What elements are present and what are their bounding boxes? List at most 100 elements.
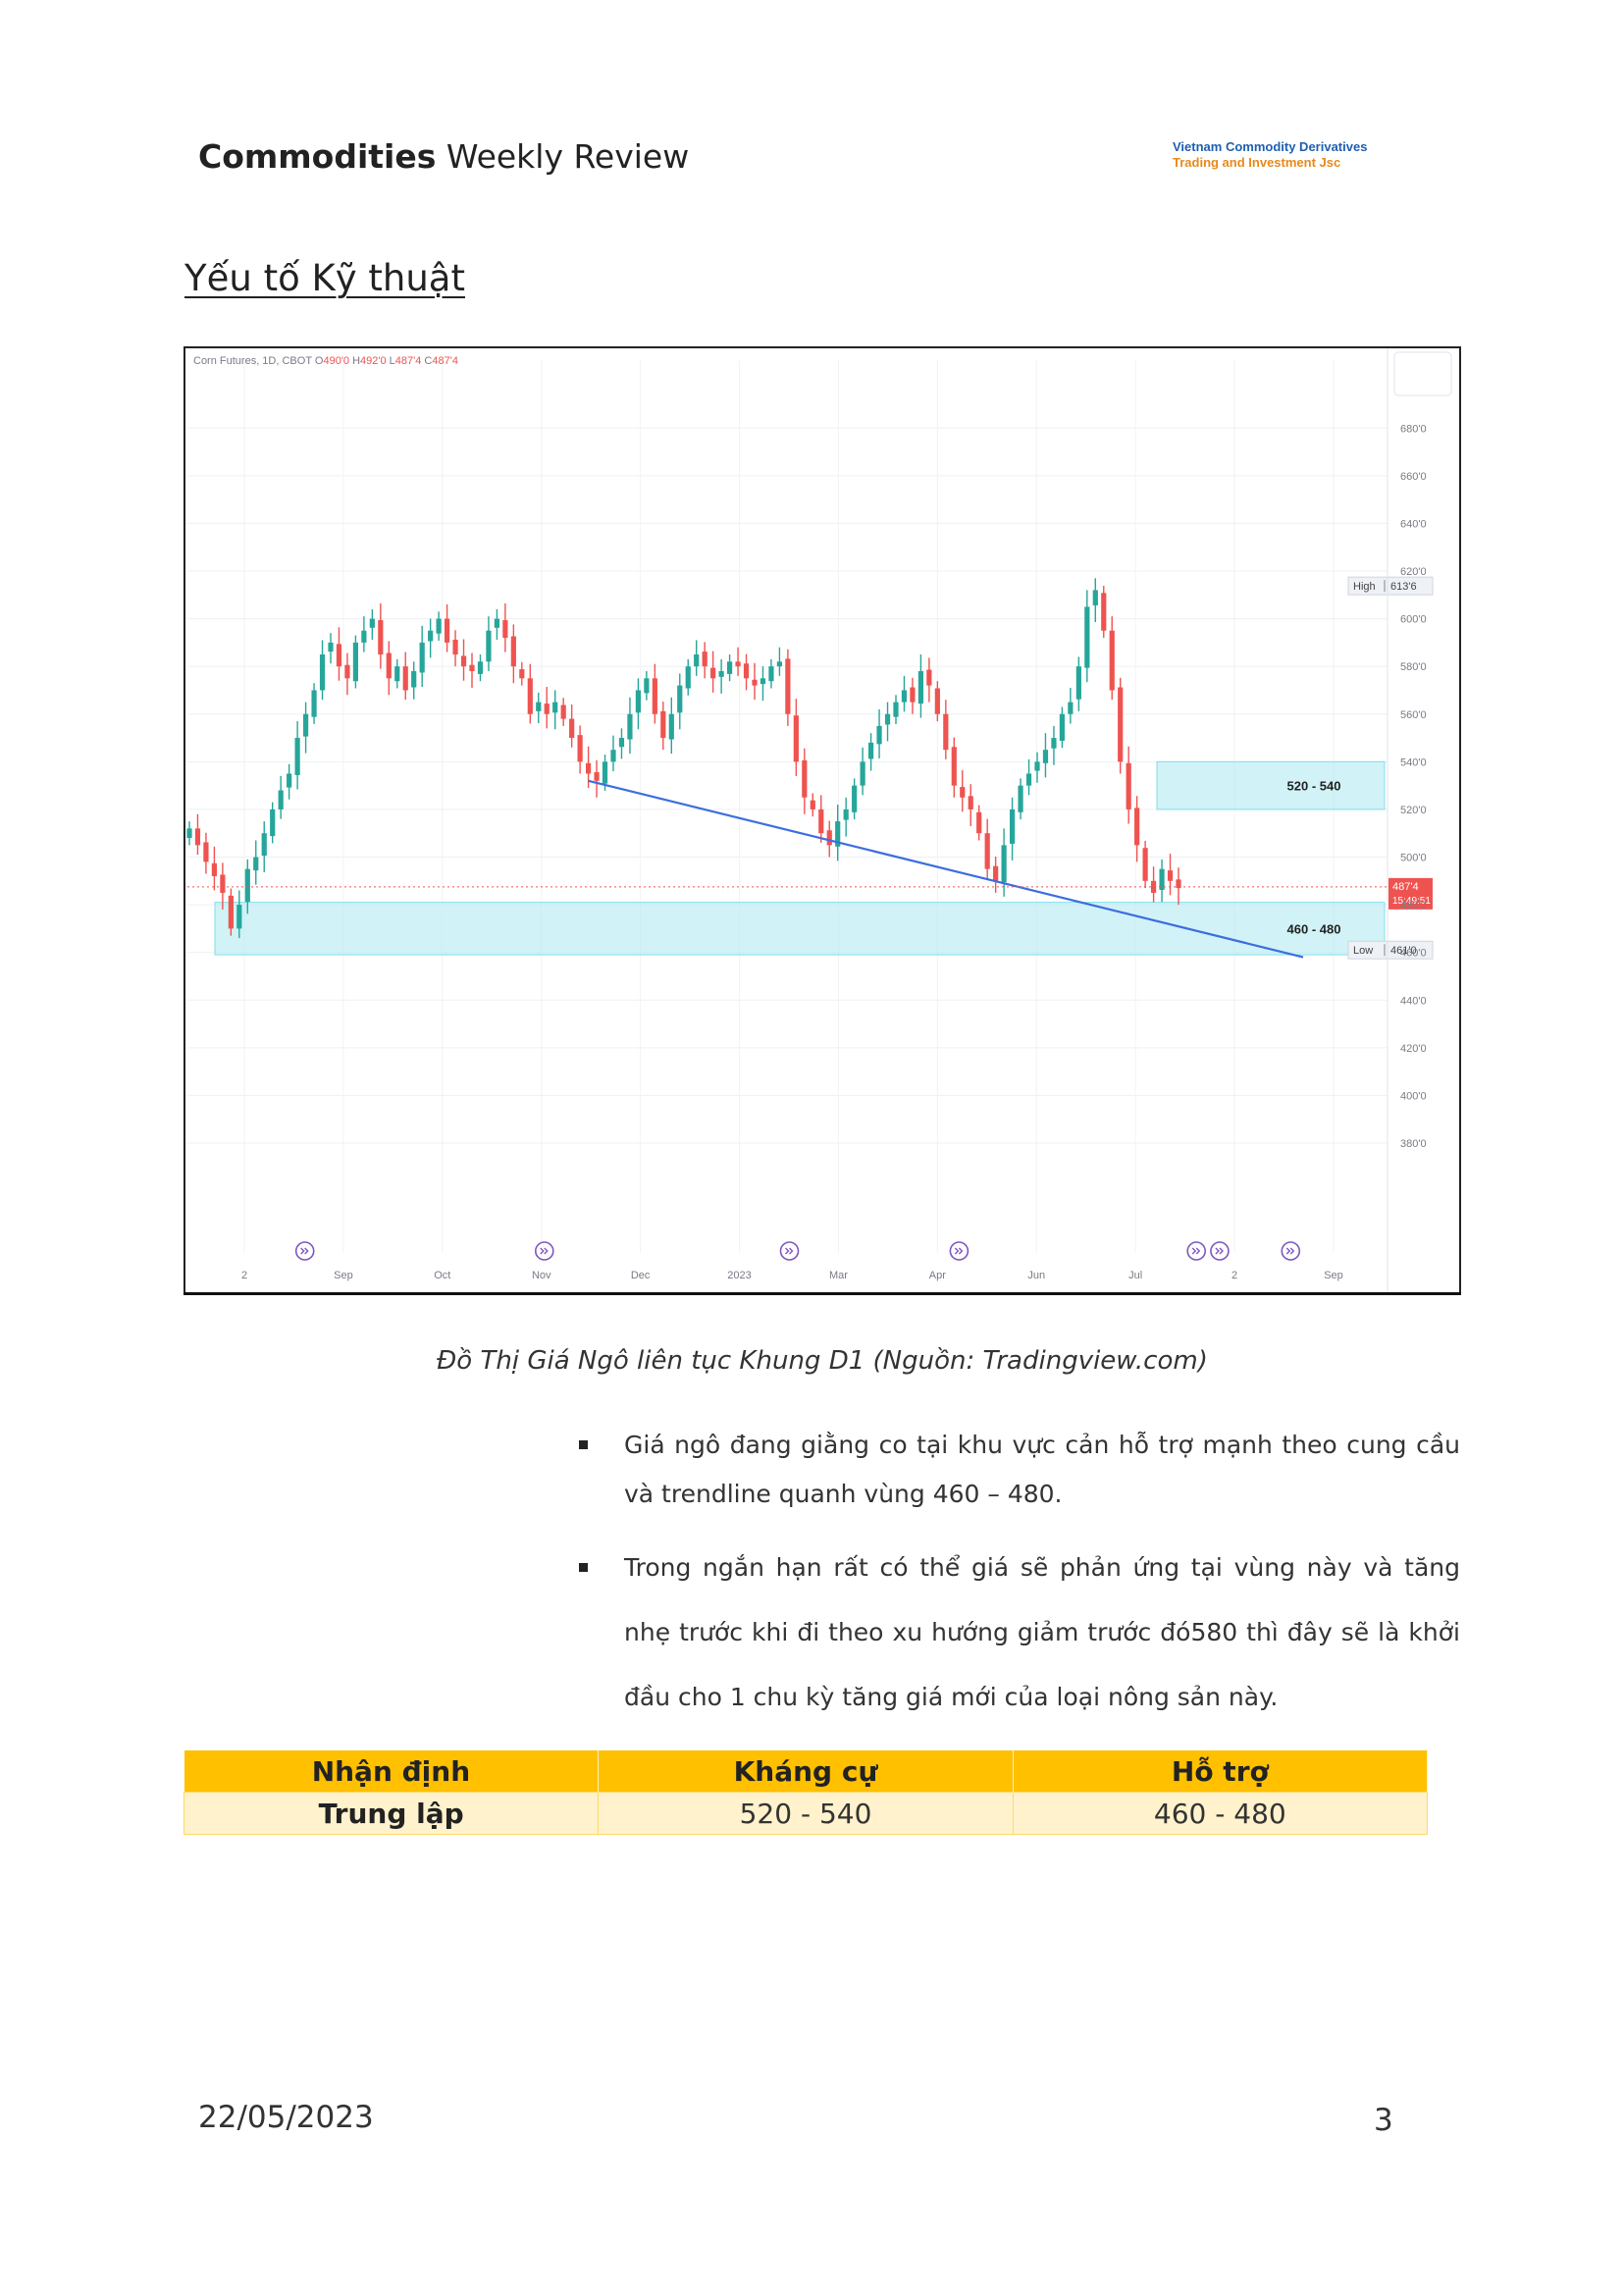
low-marker-box [1347, 940, 1434, 960]
candle-body [1118, 687, 1124, 762]
candle-body [1159, 868, 1165, 891]
candle-body [743, 663, 750, 679]
candle-body [1059, 713, 1066, 741]
candle-body [569, 718, 575, 739]
table-cell-support: 460 - 480 [1012, 1792, 1429, 1835]
candle-body [552, 702, 558, 713]
candle-body [1018, 785, 1023, 812]
candle-body [835, 821, 841, 847]
candle-body [843, 808, 849, 820]
candle-body [968, 796, 973, 809]
candle-body [660, 710, 666, 739]
bullet-text: Trong ngắn hạn rất có thể giá sẽ phản ứn… [624, 1553, 1460, 1711]
x-tick-label: Jun [1027, 1270, 1045, 1281]
zone-bands: 520 - 540 460 - 480 [214, 760, 1386, 956]
zone-band [214, 902, 1386, 956]
candle-body [436, 618, 442, 634]
page-number: 3 [1374, 2103, 1393, 2138]
candle-body [186, 828, 192, 839]
candle-body [960, 787, 966, 798]
candle-body [1075, 666, 1081, 700]
y-tick-label: 560'0 [1400, 709, 1427, 721]
y-tick-label: 680'0 [1400, 423, 1427, 435]
candle-body [527, 678, 533, 714]
event-marker-icon [534, 1241, 554, 1261]
candle-body [1068, 702, 1074, 714]
candles [186, 578, 1181, 939]
candle-body [1101, 593, 1107, 631]
candle-body [494, 618, 500, 628]
y-tick-label: 600'0 [1400, 614, 1427, 626]
candle-body [951, 747, 957, 786]
candle-body [726, 661, 733, 674]
candle-body [776, 661, 783, 667]
company-logo: Vietnam Commodity Derivatives Trading an… [1173, 139, 1367, 171]
candle-body [876, 725, 882, 745]
event-marker-icon [1281, 1241, 1301, 1261]
event-marker-glyph [540, 1247, 549, 1255]
trendline [588, 779, 1304, 959]
bullet-square-icon [579, 1563, 588, 1572]
candle-body [361, 630, 367, 643]
candle-body [943, 713, 949, 751]
candle-body [934, 688, 940, 714]
footer-date: 22/05/2023 [198, 2100, 374, 2135]
candle-body [984, 833, 990, 869]
y-tick-label: 620'0 [1400, 566, 1427, 578]
bullet-text: Giá ngô đang giằng co tại khu vực cản hỗ… [624, 1431, 1460, 1508]
candle-body [560, 704, 566, 719]
candle-body [1167, 870, 1174, 881]
candle-body [294, 738, 300, 775]
candle-body [411, 671, 417, 688]
candle-body [287, 773, 292, 788]
outlook-table: Nhận định Kháng cự Hỗ trợ Trung lập 520 … [183, 1750, 1429, 1835]
candle-body [220, 874, 226, 893]
candle-body [602, 761, 608, 784]
y-tick-label: 540'0 [1400, 756, 1427, 768]
x-tick-label: Dec [631, 1270, 651, 1281]
candle-body [635, 690, 642, 713]
event-marker-glyph [300, 1247, 309, 1255]
candle-body [1042, 750, 1049, 763]
chart-overlay: High 613'6 Low 461'0 487'4 15:49:51 Corn Futur… [187, 351, 1452, 1261]
x-tick-label: Apr [929, 1270, 946, 1281]
y-tick-label: 660'0 [1400, 471, 1427, 483]
candle-body [884, 713, 891, 725]
y-tick-label: 420'0 [1400, 1043, 1427, 1055]
candle-body [860, 761, 865, 786]
candle-body [867, 742, 874, 759]
candle-body [460, 655, 467, 667]
candle-body [394, 666, 400, 682]
candle-body [1092, 590, 1098, 605]
zone-band [1156, 760, 1386, 810]
high-marker-box [1347, 576, 1434, 596]
logo-line-2: Trading and Investment Jsc [1173, 155, 1341, 170]
candle-body [826, 830, 832, 846]
x-tick-label: Oct [434, 1270, 450, 1281]
candle-body [577, 735, 583, 762]
candle-body [452, 639, 458, 655]
x-tick-label: Nov [532, 1270, 551, 1281]
y-tick-label: 500'0 [1400, 853, 1427, 864]
candle-body [302, 713, 309, 737]
candle-body [685, 666, 691, 689]
chart-bottom-rule [183, 1292, 1461, 1295]
candle-body [585, 762, 592, 774]
candle-body [818, 808, 824, 834]
event-marker-glyph [1191, 1247, 1201, 1255]
candle-body [1084, 606, 1090, 668]
y-tick-label: 640'0 [1400, 518, 1427, 530]
table-header-outlook: Nhận định [183, 1750, 600, 1793]
chart-title: Corn Futures, 1D, CBOT O490'0 H492'0 L48… [193, 355, 458, 367]
y-tick-label: 580'0 [1400, 661, 1427, 673]
candle-body [510, 636, 516, 667]
event-marker-icon [1186, 1241, 1207, 1261]
candle-body [278, 790, 284, 809]
candle-body [336, 644, 342, 667]
bullet-square-icon [579, 1440, 588, 1449]
candle-body [852, 785, 858, 812]
event-marker-icon [294, 1241, 315, 1261]
candle-body [253, 857, 259, 871]
candle-body [702, 652, 707, 667]
candle-body [261, 833, 267, 857]
